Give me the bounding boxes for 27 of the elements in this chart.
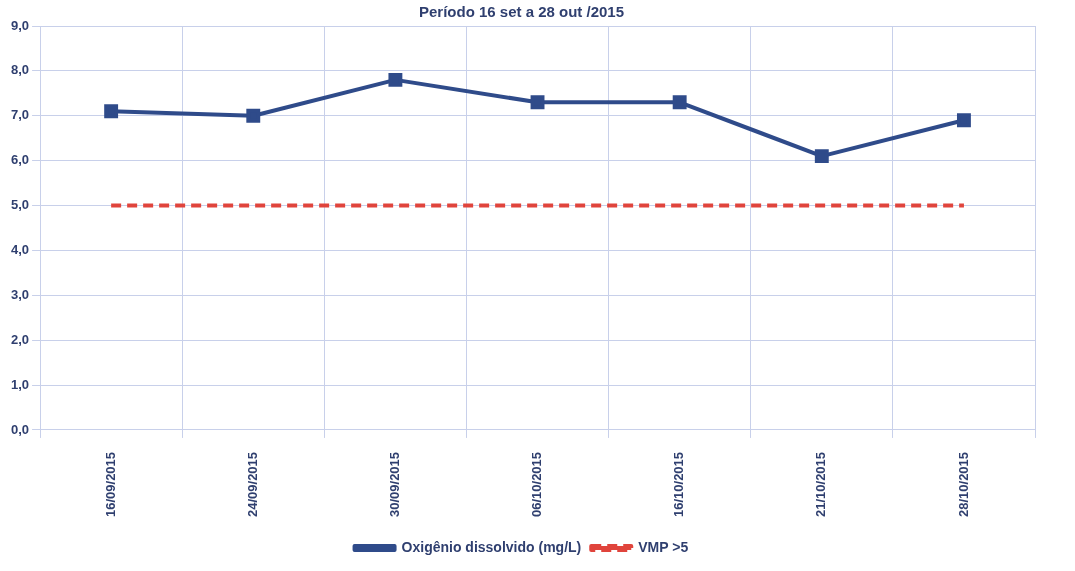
point bbox=[246, 108, 261, 123]
x-tick-label: 28/10/2015 bbox=[955, 451, 971, 518]
x-tick-label: 16/09/2015 bbox=[102, 451, 118, 518]
x-tick-label: 16/10/2015 bbox=[671, 451, 687, 518]
y-tick-label: 5,0 bbox=[10, 197, 30, 213]
point bbox=[672, 95, 687, 110]
x-tick-label: 21/10/2015 bbox=[813, 451, 829, 518]
legend-label: Oxigênio dissolvido (mg/L) bbox=[401, 538, 582, 555]
x-tick-label: 30/09/2015 bbox=[386, 451, 402, 518]
point bbox=[814, 149, 829, 164]
point bbox=[956, 113, 971, 128]
point bbox=[530, 95, 545, 110]
y-tick-label: 1,0 bbox=[10, 376, 30, 392]
x-tick-label: 24/09/2015 bbox=[244, 451, 260, 518]
y-tick-label: 9,0 bbox=[10, 17, 30, 33]
y-tick-label: 8,0 bbox=[10, 62, 30, 78]
y-tick-label: 0,0 bbox=[10, 421, 30, 437]
point bbox=[104, 104, 119, 119]
y-tick-label: 4,0 bbox=[10, 241, 30, 257]
point bbox=[388, 72, 403, 87]
chart-title: Período 16 set a 28 out /2015 bbox=[418, 3, 625, 21]
y-tick-label: 3,0 bbox=[10, 286, 30, 302]
y-tick-label: 6,0 bbox=[10, 152, 30, 168]
legend-label: VMP >5 bbox=[638, 538, 689, 555]
y-tick-label: 2,0 bbox=[10, 331, 30, 347]
x-tick-label: 06/10/2015 bbox=[529, 451, 545, 518]
y-tick-label: 7,0 bbox=[10, 107, 30, 123]
